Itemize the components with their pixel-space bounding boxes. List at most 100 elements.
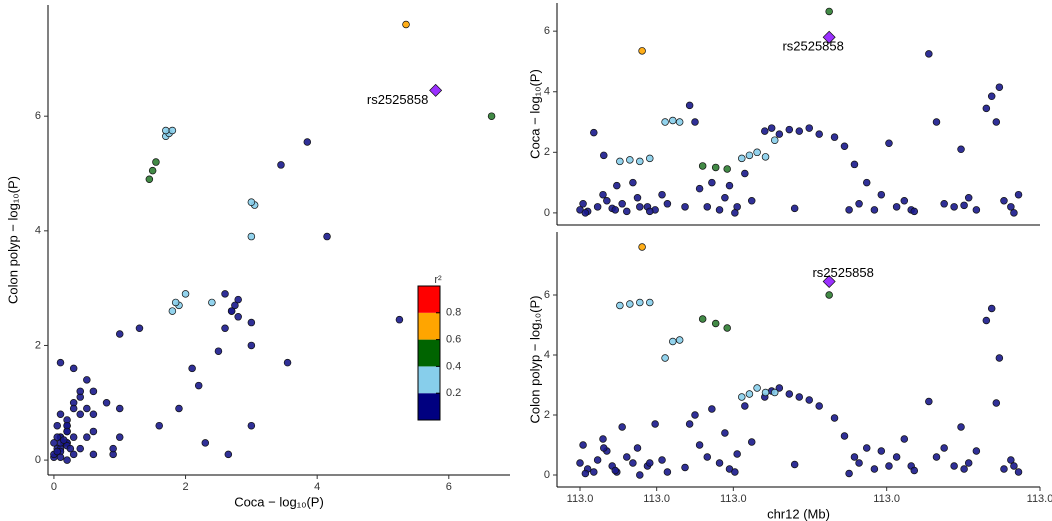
snp-point: [733, 450, 741, 458]
snp-point: [850, 160, 859, 169]
snp-point: [53, 421, 61, 430]
snp-point: [1014, 468, 1023, 476]
snp-point: [964, 459, 973, 467]
snp-point: [767, 124, 776, 132]
snp-point: [600, 151, 608, 160]
y-tick-label: 6: [35, 110, 41, 122]
snp-point: [715, 459, 724, 467]
snp-point: [731, 209, 739, 217]
snp-point: [995, 83, 1004, 91]
legend-swatch: [418, 339, 440, 367]
snp-point: [741, 402, 749, 410]
snp-point: [487, 112, 496, 120]
snp-point: [168, 307, 177, 315]
snp-point: [629, 459, 637, 467]
snp-point: [830, 414, 839, 422]
snp-point: [603, 197, 611, 205]
snp-point: [590, 468, 598, 476]
snp-point: [862, 178, 871, 187]
y-axis-title: Colon polyp − log₁₀(P): [527, 296, 542, 424]
snp-point: [646, 207, 654, 216]
snp-point: [633, 444, 642, 452]
snp-point: [661, 354, 669, 362]
snp-point: [840, 432, 849, 440]
snp-point: [925, 397, 933, 406]
snp-point: [83, 404, 91, 413]
x-tick-label: 113.0: [567, 493, 594, 505]
snp-point: [593, 203, 602, 211]
snp-point: [629, 178, 637, 187]
snp-point: [877, 447, 886, 455]
snp-point: [661, 118, 669, 126]
snp-point: [785, 125, 794, 134]
snp-point: [932, 453, 941, 461]
legend-swatch: [418, 286, 440, 313]
snp-point: [675, 118, 684, 126]
snp-point: [669, 337, 677, 346]
snp-point: [885, 139, 893, 147]
snp-point: [616, 157, 624, 166]
snp-point: [651, 420, 659, 428]
snp-point: [825, 291, 833, 299]
snp-point: [960, 201, 968, 210]
lead-snp-label: rs2525858: [367, 92, 428, 107]
snp-point: [790, 460, 799, 469]
snp-point: [181, 290, 190, 298]
snp-point: [711, 319, 720, 328]
x-tick-label: 2: [182, 481, 188, 493]
snp-point: [283, 358, 292, 367]
snp-point: [89, 450, 98, 459]
snp-point: [761, 388, 770, 397]
snp-point: [53, 433, 61, 441]
snp-point: [247, 341, 256, 350]
legend-frame: [417, 285, 441, 421]
snp-point: [815, 130, 823, 138]
snp-point: [685, 420, 694, 428]
snp-point: [60, 436, 68, 444]
snp-point: [303, 138, 312, 146]
legend-swatch: [418, 393, 440, 420]
snp-point: [663, 468, 672, 476]
snp-point: [89, 427, 98, 436]
snp-point: [148, 166, 157, 175]
snp-point: [277, 161, 285, 169]
legend-swatch: [418, 366, 440, 394]
snp-point: [940, 444, 948, 452]
snp-point: [669, 116, 677, 125]
snp-point: [957, 145, 965, 154]
legend-tick-label: 0.8: [446, 307, 461, 319]
snp-point: [593, 456, 602, 464]
snp-point: [69, 364, 78, 373]
snp-point: [900, 197, 909, 205]
x-tick-label: 4: [314, 481, 320, 493]
snp-point: [855, 200, 863, 208]
snp-point: [885, 462, 893, 470]
snp-point: [646, 298, 654, 307]
snp-point: [862, 444, 871, 452]
snp-point: [636, 471, 644, 479]
snp-point: [188, 364, 196, 373]
snp-point: [987, 304, 996, 313]
snp-point: [53, 447, 61, 456]
snp-point: [224, 450, 233, 459]
snp-point: [741, 169, 749, 178]
y-tick-label: 4: [544, 86, 550, 98]
snp-point: [135, 324, 144, 333]
snp-point: [725, 181, 734, 190]
snp-point: [76, 410, 84, 418]
snp-point: [402, 20, 410, 29]
snp-point: [83, 433, 91, 441]
snp-point: [636, 157, 644, 166]
snp-point: [738, 154, 746, 163]
snp-point: [721, 429, 729, 437]
snp-point: [691, 118, 699, 126]
snp-point: [703, 203, 712, 211]
snp-point: [745, 390, 754, 398]
legend-title: r²: [434, 274, 442, 286]
snp-point: [795, 393, 804, 401]
snp-point: [636, 203, 644, 211]
snp-point: [932, 118, 941, 126]
snp-point: [825, 7, 833, 16]
snp-point: [152, 158, 160, 166]
y-tick-label: 2: [544, 409, 550, 421]
